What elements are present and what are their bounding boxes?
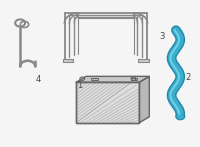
Text: 1: 1: [77, 81, 83, 90]
Text: 4: 4: [36, 76, 41, 85]
Bar: [63, 59, 73, 62]
Text: 2: 2: [186, 73, 191, 82]
Circle shape: [177, 114, 183, 119]
Polygon shape: [139, 76, 149, 123]
FancyBboxPatch shape: [76, 82, 139, 123]
Text: 3: 3: [159, 31, 165, 41]
Circle shape: [176, 113, 185, 120]
FancyBboxPatch shape: [91, 78, 98, 80]
Polygon shape: [76, 76, 149, 82]
Bar: [138, 59, 149, 62]
FancyBboxPatch shape: [131, 78, 137, 80]
